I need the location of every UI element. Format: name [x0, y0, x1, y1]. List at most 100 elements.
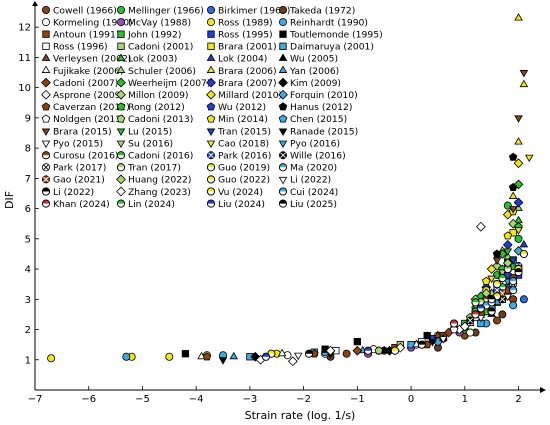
data-point-22-1	[508, 191, 518, 199]
legend-marker-2	[207, 6, 215, 14]
data-point-3-4	[498, 310, 507, 319]
legend-marker-39	[278, 114, 288, 123]
legend-marker-21	[116, 65, 126, 73]
legend-marker-27	[278, 77, 288, 88]
legend-marker-42	[206, 128, 216, 136]
series-46	[487, 154, 534, 284]
legend-item-60: Li (2022)	[42, 187, 94, 198]
legend-marker-61	[116, 186, 126, 197]
legend-marker-8	[42, 30, 50, 38]
data-point-42-1	[508, 257, 518, 265]
data-point-40-0	[492, 257, 502, 265]
data-point-41-1	[503, 248, 513, 256]
series-59	[476, 293, 513, 323]
legend-label-22: Brara (2006)	[218, 66, 277, 77]
legend-label-29: Millon (2009)	[128, 90, 189, 101]
legend-marker-56	[42, 175, 50, 184]
legend-marker-67	[279, 199, 287, 208]
legend-marker-12	[42, 42, 50, 50]
data-point-2-4	[519, 295, 528, 304]
y-tick-label-0: 1	[25, 355, 31, 366]
legend-marker-59	[278, 176, 288, 185]
legend-label-59: Li (2022)	[290, 175, 331, 186]
y-tick-label-9: 10	[18, 83, 31, 94]
legend-marker-25	[116, 77, 126, 88]
legend-item-20: Fujikake (2006)	[41, 65, 124, 77]
data-point-30-0	[486, 264, 497, 274]
legend-label-54: Guo (2019)	[218, 163, 270, 174]
y-axis-title: DIF	[3, 191, 16, 209]
legend-label-37: Cadoni (2013)	[128, 114, 193, 125]
legend-marker-60	[42, 187, 50, 196]
legend-item-57: Huang (2022)	[116, 174, 192, 186]
x-tick-label-3: −4	[189, 394, 204, 405]
data-point-44-1	[439, 336, 448, 344]
legend-item-50: Park (2016)	[207, 151, 271, 162]
legend-marker-24	[41, 77, 51, 88]
data-point-14-2	[509, 229, 517, 237]
data-point-59-1	[503, 293, 513, 302]
x-tick-label-6: −1	[350, 394, 365, 405]
legend-label-14: Brara (2001)	[218, 42, 277, 53]
legend-label-38: Min (2014)	[218, 114, 268, 125]
legend-marker-48	[42, 151, 50, 160]
legend-marker-15	[279, 42, 287, 50]
legend-item-42: Tran (2015)	[206, 126, 271, 137]
data-point-11-2	[353, 337, 361, 346]
legend-item-62: Vu (2024)	[207, 187, 263, 198]
legend-marker-63	[279, 187, 287, 196]
legend-label-1: Mellinger (1966)	[128, 5, 204, 16]
legend-label-25: Weerheijm (2007)	[128, 78, 210, 89]
legend-item-14: Brara (2001)	[207, 42, 277, 53]
legend-label-53: Tran (2017)	[127, 163, 181, 174]
legend-label-34: Wu (2012)	[218, 102, 266, 113]
data-point-45-1	[498, 269, 507, 278]
data-point-61-1	[287, 356, 298, 367]
legend-item-43: Ranade (2015)	[278, 126, 358, 137]
legend-label-42: Tran (2015)	[217, 126, 271, 137]
legend-item-10: Ross (1995)	[207, 30, 273, 41]
x-axis-arrow	[540, 387, 546, 393]
legend-marker-30	[206, 89, 216, 100]
y-tick-label-10: 11	[18, 53, 31, 64]
legend-label-31: Forquin (2010)	[290, 90, 358, 101]
legend-marker-53	[117, 163, 125, 172]
series-35	[492, 152, 518, 258]
y-tick-label-5: 6	[25, 204, 31, 215]
data-point-65-1	[498, 274, 507, 283]
data-point-57-1	[502, 258, 513, 268]
legend-label-56: Gao (2021)	[53, 175, 105, 186]
data-point-38-0	[482, 276, 491, 285]
legend-item-9: John (1992)	[117, 30, 181, 41]
data-point-40-2	[514, 115, 523, 123]
legend-marker-66	[207, 199, 215, 208]
data-point-54-1	[390, 346, 399, 355]
legend-item-63: Cui (2024)	[279, 187, 338, 198]
legend-item-58: Guo (2022)	[207, 175, 270, 186]
legend-item-44: Pyo (2015)	[41, 138, 103, 149]
data-point-11-0	[181, 350, 190, 358]
legend-item-19: Wu (2005)	[278, 53, 338, 65]
legend-marker-46	[206, 140, 216, 149]
legend-marker-36	[41, 114, 51, 123]
y-tick-label-11: 12	[18, 23, 31, 34]
legend-label-50: Park (2016)	[218, 151, 271, 162]
legend-label-43: Ranade (2015)	[290, 126, 358, 137]
legend-label-24: Cadoni (2007)	[53, 78, 118, 89]
legend-label-46: Cao (2018)	[218, 138, 269, 149]
legend-item-30: Millard (2010)	[206, 89, 282, 101]
series-30	[486, 158, 524, 274]
legend-label-17: Lok (2003)	[128, 54, 177, 65]
data-point-32-0	[202, 352, 212, 361]
legend-item-32: Caverzan (2012)	[41, 102, 130, 113]
data-point-1-5	[503, 201, 512, 210]
legend-item-37: Cadoni (2013)	[116, 114, 193, 125]
legend-item-54: Guo (2019)	[207, 163, 270, 174]
legend-item-40: Brara (2015)	[41, 126, 112, 137]
x-tick-label-9: 2	[515, 394, 521, 405]
y-tick-label-1: 2	[25, 325, 31, 336]
legend-label-16: Verleysen (2002)	[53, 54, 131, 65]
legend-item-38: Min (2014)	[206, 114, 268, 125]
legend-label-11: Toutlemonde (1995)	[289, 30, 383, 41]
legend-marker-49	[117, 151, 125, 160]
